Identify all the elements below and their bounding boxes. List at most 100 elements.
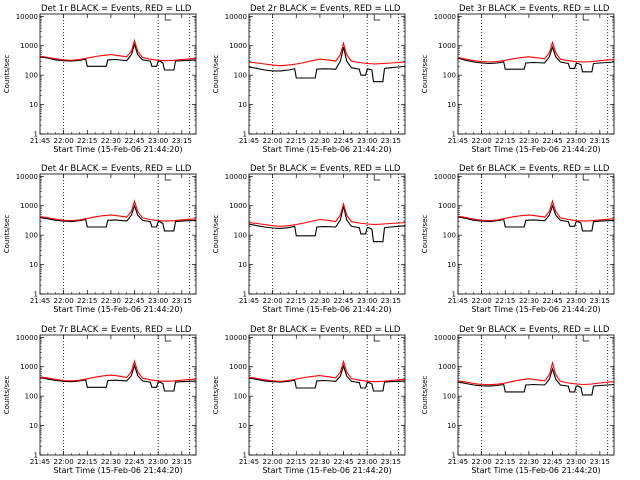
y-tick-label: 10 xyxy=(29,422,38,430)
series-lld-line xyxy=(457,360,615,386)
marker-bracket xyxy=(582,335,590,342)
y-tick-label: 100 xyxy=(234,72,247,80)
x-axis-label: Start Time (15-Feb-06 21:44:20) xyxy=(262,305,391,314)
marker-bracket xyxy=(373,335,381,342)
y-axis: 1 10 100 1000 10000 xyxy=(225,334,405,460)
x-tick-label: 22:00 xyxy=(54,137,74,145)
y-tick-label: 100 xyxy=(25,393,38,401)
y-axis: 1 10 100 1000 10000 xyxy=(434,173,614,299)
panel-title: Det 5r BLACK = Events, RED = LLD xyxy=(250,164,401,174)
y-axis-label: Counts/sec xyxy=(212,55,220,94)
y-tick-label: 100 xyxy=(443,72,456,80)
y-tick-label: 1 xyxy=(243,452,247,460)
x-tick-label: 23:00 xyxy=(148,458,168,466)
x-tick-label: 22:30 xyxy=(101,297,121,305)
panel-title: Det 1r BLACK = Events, RED = LLD xyxy=(41,4,192,14)
y-tick-label: 10000 xyxy=(225,334,247,342)
y-tick-label: 1000 xyxy=(438,202,456,210)
y-tick-label: 100 xyxy=(443,393,456,401)
y-axis-label: Counts/sec xyxy=(3,376,11,415)
x-tick-label: 23:15 xyxy=(381,458,401,466)
y-tick-label: 1000 xyxy=(20,202,38,210)
y-axis: 1 10 100 1000 10000 xyxy=(16,173,196,299)
x-tick-label: 22:15 xyxy=(495,458,515,466)
y-axis-label: Counts/sec xyxy=(212,376,220,415)
x-tick-label: 22:45 xyxy=(542,137,562,145)
x-tick-label: 22:45 xyxy=(124,297,144,305)
panel-7: Det 7r BLACK = Events, RED = LLD 1 10 100 10… xyxy=(3,325,197,475)
x-tick-label: 22:15 xyxy=(495,137,515,145)
x-tick-label: 21:45 xyxy=(239,297,259,305)
plot-frame xyxy=(248,173,406,295)
y-tick-label: 1000 xyxy=(438,363,456,371)
x-axis-label: Start Time (15-Feb-06 21:44:20) xyxy=(53,305,182,314)
x-tick-label: 23:15 xyxy=(381,137,401,145)
x-axis: 21:45 22:00 22:15 22:30 22:45 23:00 23:15 xyxy=(448,174,610,305)
series-lld-line xyxy=(39,38,197,62)
marker-bracket xyxy=(373,14,381,21)
y-tick-label: 100 xyxy=(234,393,247,401)
series-events-line xyxy=(248,364,406,392)
x-tick-label: 23:15 xyxy=(172,458,192,466)
panel-1: Det 1r BLACK = Events, RED = LLD 1 10 100 10… xyxy=(3,4,197,154)
plot-frame xyxy=(457,13,615,135)
x-tick-label: 22:15 xyxy=(77,137,97,145)
panel-2: Det 2r BLACK = Events, RED = LLD 1 10 100 10… xyxy=(212,4,406,154)
x-tick-label: 23:15 xyxy=(590,297,610,305)
x-tick-label: 22:30 xyxy=(310,458,330,466)
y-tick-label: 1 xyxy=(243,131,247,139)
series-lld-line xyxy=(248,41,406,67)
series-events-line xyxy=(457,45,615,73)
plot-frame xyxy=(39,173,197,295)
y-tick-label: 1 xyxy=(34,452,38,460)
x-axis-label: Start Time (15-Feb-06 21:44:20) xyxy=(53,145,182,154)
y-axis-label: Counts/sec xyxy=(421,215,429,254)
series-lld-line xyxy=(39,359,197,382)
x-axis-label: Start Time (15-Feb-06 21:44:20) xyxy=(262,466,391,475)
panel-title: Det 6r BLACK = Events, RED = LLD xyxy=(459,164,610,174)
plot-frame xyxy=(457,334,615,456)
marker-bracket xyxy=(164,174,172,181)
y-tick-label: 1000 xyxy=(20,363,38,371)
series-events-line xyxy=(39,42,197,71)
x-tick-label: 22:30 xyxy=(519,458,539,466)
x-axis-label: Start Time (15-Feb-06 21:44:20) xyxy=(471,145,600,154)
x-axis: 21:45 22:00 22:15 22:30 22:45 23:00 23:15 xyxy=(448,14,610,145)
x-tick-label: 22:15 xyxy=(286,297,306,305)
y-axis-label: Counts/sec xyxy=(3,55,11,94)
panel-title: Det 2r BLACK = Events, RED = LLD xyxy=(250,4,401,14)
y-tick-label: 10 xyxy=(447,261,456,269)
x-tick-label: 22:45 xyxy=(333,458,353,466)
panel-9: Det 9r BLACK = Events, RED = LLD 1 10 100 10… xyxy=(421,325,615,475)
x-tick-label: 23:00 xyxy=(357,297,377,305)
x-tick-label: 22:00 xyxy=(263,137,283,145)
panel-title: Det 9r BLACK = Events, RED = LLD xyxy=(459,325,610,335)
y-tick-label: 100 xyxy=(25,232,38,240)
x-tick-label: 22:30 xyxy=(519,297,539,305)
y-tick-label: 100 xyxy=(234,232,247,240)
y-tick-label: 10000 xyxy=(16,13,38,21)
y-tick-label: 10000 xyxy=(434,173,456,181)
y-tick-label: 1 xyxy=(34,291,38,299)
series-events-line xyxy=(248,206,406,243)
series-lld-line xyxy=(457,40,615,63)
y-tick-label: 1000 xyxy=(229,363,247,371)
x-axis-label: Start Time (15-Feb-06 21:44:20) xyxy=(53,466,182,475)
x-tick-label: 22:00 xyxy=(472,137,492,145)
x-tick-label: 22:30 xyxy=(101,458,121,466)
x-tick-label: 22:15 xyxy=(286,458,306,466)
x-tick-label: 22:30 xyxy=(310,297,330,305)
x-tick-label: 22:00 xyxy=(472,458,492,466)
x-axis-label: Start Time (15-Feb-06 21:44:20) xyxy=(262,145,391,154)
y-tick-label: 10000 xyxy=(225,13,247,21)
marker-bracket xyxy=(373,174,381,181)
y-tick-label: 100 xyxy=(25,72,38,80)
x-tick-label: 23:15 xyxy=(381,297,401,305)
y-tick-label: 1000 xyxy=(229,42,247,50)
y-tick-label: 10 xyxy=(447,101,456,109)
y-axis: 1 10 100 1000 10000 xyxy=(225,173,405,299)
x-tick-label: 23:00 xyxy=(357,137,377,145)
y-tick-label: 10000 xyxy=(16,173,38,181)
x-tick-label: 22:45 xyxy=(333,137,353,145)
x-axis: 21:45 22:00 22:15 22:30 22:45 23:00 23:15 xyxy=(239,335,401,466)
